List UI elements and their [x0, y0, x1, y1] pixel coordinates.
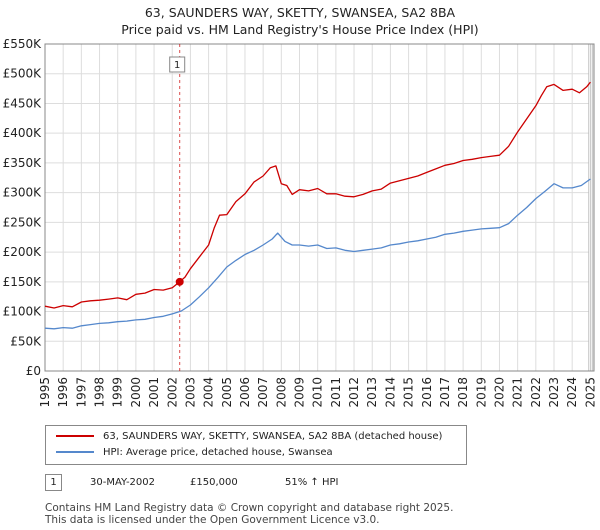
x-tick-label: 2006 [238, 377, 252, 408]
footer-licence: This data is licensed under the Open Gov… [45, 514, 380, 526]
x-tick-label: 2019 [474, 377, 488, 408]
x-tick-label: 2022 [529, 377, 543, 408]
y-tick-label: £150K [3, 275, 43, 289]
y-tick-label: £0 [26, 364, 41, 378]
price-chart: £0 £50K £100K £150K £200K £250K £300K £350K £400… [3, 37, 598, 408]
x-tick-label: 2012 [347, 377, 361, 408]
legend: 63, SAUNDERS WAY, SKETTY, SWANSEA, SA2 8… [45, 425, 467, 465]
legend-item-hpi: HPI: Average price, detached house, Swan… [56, 445, 333, 461]
future-shading [588, 44, 594, 371]
sale-price: £150,000 [190, 477, 238, 488]
x-tick-label: 2024 [565, 377, 579, 408]
y-tick-label: £400K [3, 126, 43, 140]
sale-number-badge: 1 [45, 474, 62, 491]
x-tick-label: 1999 [111, 377, 125, 408]
y-tick-label: £50K [10, 334, 42, 348]
footer-copyright: Contains HM Land Registry data © Crown c… [45, 502, 454, 514]
x-tick-label: 2023 [547, 377, 561, 408]
x-tick-label: 2010 [311, 377, 325, 408]
sale-point [175, 277, 184, 286]
y-tick-label: £100K [3, 305, 43, 319]
x-tick-label: 2020 [492, 377, 506, 408]
x-tick-label: 2021 [511, 377, 525, 408]
axes: £0 £50K £100K £150K £200K £250K £300K £350K £400… [3, 37, 598, 408]
series [44, 81, 591, 330]
chart-title: 63, SAUNDERS WAY, SKETTY, SWANSEA, SA2 8… [144, 5, 456, 20]
x-tick-label: 2001 [147, 377, 161, 408]
x-tick-label: 2015 [402, 377, 416, 408]
x-tick-label: 2003 [183, 377, 197, 408]
sale-hpi-change: 51% ↑ HPI [285, 477, 339, 488]
x-tick-label: 1998 [93, 377, 107, 408]
hpi-line [44, 178, 591, 330]
sale-label-number: 1 [174, 60, 180, 71]
y-tick-label: £300K [3, 186, 43, 200]
legend-label-hpi: HPI: Average price, detached house, Swan… [103, 447, 333, 458]
plot-frame [44, 43, 595, 372]
sale-label-box [169, 56, 186, 73]
x-tick-label: 2016 [420, 377, 434, 408]
x-tick-label: 2017 [438, 377, 452, 408]
footer: Contains HM Land Registry data © Crown c… [45, 502, 453, 526]
y-tick-label: £200K [3, 245, 43, 259]
x-tick-label: 2018 [456, 377, 470, 408]
sale-date: 30-MAY-2002 [90, 477, 156, 488]
x-tick-label: 2013 [365, 377, 379, 408]
x-tick-label: 2002 [165, 377, 179, 408]
y-tick-label: £350K [3, 156, 43, 170]
x-tick-label: 2005 [220, 377, 234, 408]
x-tick-label: 2008 [274, 377, 288, 408]
plot-area [45, 44, 594, 371]
legend-swatch-blue [56, 451, 94, 453]
x-tick-label: 2025 [583, 377, 597, 408]
y-tick-label: £450K [3, 96, 43, 110]
x-tick-label: 1996 [56, 377, 70, 408]
x-tick-label: 1995 [38, 377, 52, 408]
chart-subtitle: Price paid vs. HM Land Registry's House … [121, 22, 479, 37]
legend-item-property: 63, SAUNDERS WAY, SKETTY, SWANSEA, SA2 8… [56, 429, 442, 445]
x-tick-label: 2000 [129, 377, 143, 408]
grid [44, 43, 594, 372]
annotations: 1 [169, 44, 186, 371]
x-tick-label: 2011 [329, 377, 343, 408]
property-price-line [44, 81, 591, 309]
x-tick-label: 2004 [202, 377, 216, 408]
y-tick-label: £250K [3, 215, 43, 229]
legend-label-property: 63, SAUNDERS WAY, SKETTY, SWANSEA, SA2 8… [103, 431, 443, 442]
y-tick-label: £550K [3, 37, 43, 51]
x-tick-label: 2014 [383, 377, 397, 408]
x-tick-label: 2007 [256, 377, 270, 408]
x-tick-label: 1997 [74, 377, 88, 408]
legend-swatch-red [56, 435, 94, 437]
chart-title-block: 63, SAUNDERS WAY, SKETTY, SWANSEA, SA2 8… [0, 4, 600, 38]
y-tick-label: £500K [3, 67, 43, 81]
x-tick-label: 2009 [293, 377, 307, 408]
